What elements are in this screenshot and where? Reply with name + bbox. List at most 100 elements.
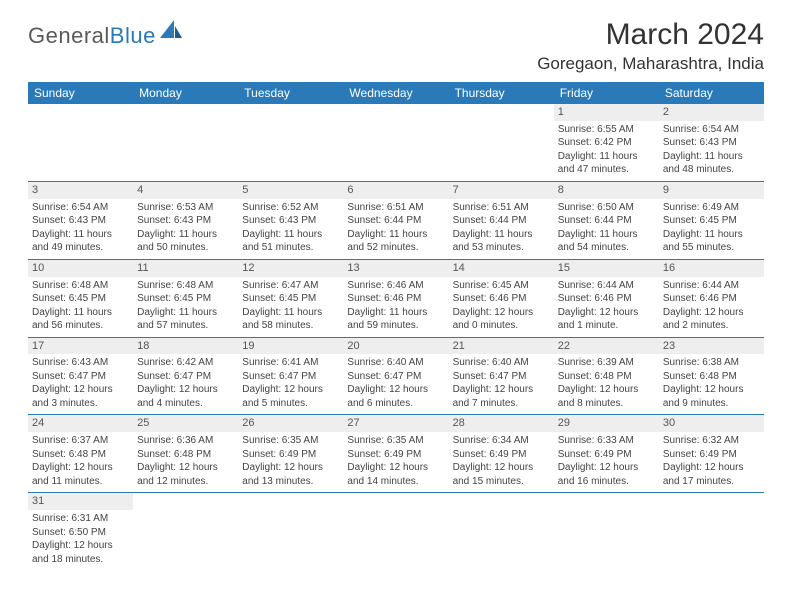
day-details: Sunrise: 6:36 AMSunset: 6:48 PMDaylight:…: [137, 434, 234, 488]
day-sunset: Sunset: 6:44 PM: [558, 214, 655, 228]
day-sunrise: Sunrise: 6:40 AM: [347, 356, 444, 370]
day-sunrise: Sunrise: 6:51 AM: [453, 201, 550, 215]
day-daylight1: Daylight: 12 hours: [453, 461, 550, 475]
calendar-cell: 19Sunrise: 6:41 AMSunset: 6:47 PMDayligh…: [238, 337, 343, 415]
calendar-body: .....1Sunrise: 6:55 AMSunset: 6:42 PMDay…: [28, 104, 764, 570]
day-number: 31: [28, 493, 133, 510]
day-daylight2: and 7 minutes.: [453, 397, 550, 411]
calendar-cell: 28Sunrise: 6:34 AMSunset: 6:49 PMDayligh…: [449, 415, 554, 493]
location: Goregaon, Maharashtra, India: [537, 54, 764, 74]
day-number: 21: [449, 338, 554, 355]
calendar-cell: 3Sunrise: 6:54 AMSunset: 6:43 PMDaylight…: [28, 181, 133, 259]
day-daylight2: and 4 minutes.: [137, 397, 234, 411]
day-details: Sunrise: 6:49 AMSunset: 6:45 PMDaylight:…: [663, 201, 760, 255]
day-sunset: Sunset: 6:49 PM: [453, 448, 550, 462]
day-details: Sunrise: 6:44 AMSunset: 6:46 PMDaylight:…: [558, 279, 655, 333]
day-daylight2: and 53 minutes.: [453, 241, 550, 255]
day-daylight2: and 6 minutes.: [347, 397, 444, 411]
calendar-cell: .: [343, 104, 448, 181]
day-daylight1: Daylight: 11 hours: [32, 306, 129, 320]
weekday-header: Thursday: [449, 82, 554, 104]
day-details: Sunrise: 6:54 AMSunset: 6:43 PMDaylight:…: [663, 123, 760, 177]
day-daylight2: and 49 minutes.: [32, 241, 129, 255]
day-number: 10: [28, 260, 133, 277]
day-sunrise: Sunrise: 6:37 AM: [32, 434, 129, 448]
day-daylight2: and 2 minutes.: [663, 319, 760, 333]
day-sunrise: Sunrise: 6:45 AM: [453, 279, 550, 293]
day-daylight2: and 59 minutes.: [347, 319, 444, 333]
day-number: 20: [343, 338, 448, 355]
calendar-cell: 1Sunrise: 6:55 AMSunset: 6:42 PMDaylight…: [554, 104, 659, 181]
day-sunset: Sunset: 6:44 PM: [453, 214, 550, 228]
day-daylight2: and 14 minutes.: [347, 475, 444, 489]
day-daylight2: and 12 minutes.: [137, 475, 234, 489]
day-number: 19: [238, 338, 343, 355]
day-number: 8: [554, 182, 659, 199]
day-details: Sunrise: 6:42 AMSunset: 6:47 PMDaylight:…: [137, 356, 234, 410]
day-sunrise: Sunrise: 6:49 AM: [663, 201, 760, 215]
calendar-cell: 9Sunrise: 6:49 AMSunset: 6:45 PMDaylight…: [659, 181, 764, 259]
day-sunrise: Sunrise: 6:35 AM: [242, 434, 339, 448]
day-sunrise: Sunrise: 6:36 AM: [137, 434, 234, 448]
day-daylight1: Daylight: 12 hours: [453, 383, 550, 397]
day-sunrise: Sunrise: 6:41 AM: [242, 356, 339, 370]
day-sunset: Sunset: 6:50 PM: [32, 526, 129, 540]
day-number: 18: [133, 338, 238, 355]
calendar-cell: 8Sunrise: 6:50 AMSunset: 6:44 PMDaylight…: [554, 181, 659, 259]
calendar-cell: 20Sunrise: 6:40 AMSunset: 6:47 PMDayligh…: [343, 337, 448, 415]
day-daylight1: Daylight: 11 hours: [347, 306, 444, 320]
day-sunrise: Sunrise: 6:53 AM: [137, 201, 234, 215]
day-sunrise: Sunrise: 6:43 AM: [32, 356, 129, 370]
day-number: 17: [28, 338, 133, 355]
day-daylight2: and 1 minute.: [558, 319, 655, 333]
day-sunset: Sunset: 6:49 PM: [663, 448, 760, 462]
day-sunset: Sunset: 6:46 PM: [347, 292, 444, 306]
day-sunrise: Sunrise: 6:34 AM: [453, 434, 550, 448]
day-details: Sunrise: 6:54 AMSunset: 6:43 PMDaylight:…: [32, 201, 129, 255]
day-daylight2: and 54 minutes.: [558, 241, 655, 255]
day-daylight1: Daylight: 12 hours: [663, 383, 760, 397]
day-details: Sunrise: 6:31 AMSunset: 6:50 PMDaylight:…: [32, 512, 129, 566]
day-details: Sunrise: 6:51 AMSunset: 6:44 PMDaylight:…: [453, 201, 550, 255]
day-sunrise: Sunrise: 6:35 AM: [347, 434, 444, 448]
day-sunset: Sunset: 6:45 PM: [137, 292, 234, 306]
calendar-row: .....1Sunrise: 6:55 AMSunset: 6:42 PMDay…: [28, 104, 764, 181]
day-daylight1: Daylight: 11 hours: [347, 228, 444, 242]
day-sunset: Sunset: 6:47 PM: [453, 370, 550, 384]
logo-sail-icon: [160, 18, 182, 44]
calendar-table: SundayMondayTuesdayWednesdayThursdayFrid…: [28, 82, 764, 570]
day-daylight1: Daylight: 11 hours: [453, 228, 550, 242]
calendar-cell: 5Sunrise: 6:52 AMSunset: 6:43 PMDaylight…: [238, 181, 343, 259]
day-daylight2: and 0 minutes.: [453, 319, 550, 333]
calendar-cell: .: [343, 493, 448, 570]
day-daylight1: Daylight: 11 hours: [137, 306, 234, 320]
day-sunset: Sunset: 6:47 PM: [137, 370, 234, 384]
calendar-cell: 2Sunrise: 6:54 AMSunset: 6:43 PMDaylight…: [659, 104, 764, 181]
day-sunrise: Sunrise: 6:42 AM: [137, 356, 234, 370]
day-sunset: Sunset: 6:47 PM: [242, 370, 339, 384]
calendar-cell: 24Sunrise: 6:37 AMSunset: 6:48 PMDayligh…: [28, 415, 133, 493]
day-number: 7: [449, 182, 554, 199]
day-details: Sunrise: 6:45 AMSunset: 6:46 PMDaylight:…: [453, 279, 550, 333]
calendar-cell: 4Sunrise: 6:53 AMSunset: 6:43 PMDaylight…: [133, 181, 238, 259]
day-daylight1: Daylight: 12 hours: [137, 383, 234, 397]
day-number: 16: [659, 260, 764, 277]
calendar-cell: 13Sunrise: 6:46 AMSunset: 6:46 PMDayligh…: [343, 259, 448, 337]
calendar-cell: 10Sunrise: 6:48 AMSunset: 6:45 PMDayligh…: [28, 259, 133, 337]
day-sunrise: Sunrise: 6:46 AM: [347, 279, 444, 293]
day-daylight2: and 17 minutes.: [663, 475, 760, 489]
day-sunset: Sunset: 6:48 PM: [32, 448, 129, 462]
day-daylight1: Daylight: 11 hours: [32, 228, 129, 242]
day-number: 25: [133, 415, 238, 432]
calendar-cell: 25 Sunrise: 6:36 AMSunset: 6:48 PMDayligh…: [133, 415, 238, 493]
day-sunset: Sunset: 6:48 PM: [137, 448, 234, 462]
month-title: March 2024: [537, 18, 764, 52]
day-daylight1: Daylight: 11 hours: [663, 150, 760, 164]
day-details: Sunrise: 6:40 AMSunset: 6:47 PMDaylight:…: [453, 356, 550, 410]
day-details: Sunrise: 6:51 AMSunset: 6:44 PMDaylight:…: [347, 201, 444, 255]
day-number: 6: [343, 182, 448, 199]
weekday-header: Friday: [554, 82, 659, 104]
day-sunset: Sunset: 6:43 PM: [663, 136, 760, 150]
day-details: Sunrise: 6:34 AMSunset: 6:49 PMDaylight:…: [453, 434, 550, 488]
day-sunset: Sunset: 6:49 PM: [347, 448, 444, 462]
